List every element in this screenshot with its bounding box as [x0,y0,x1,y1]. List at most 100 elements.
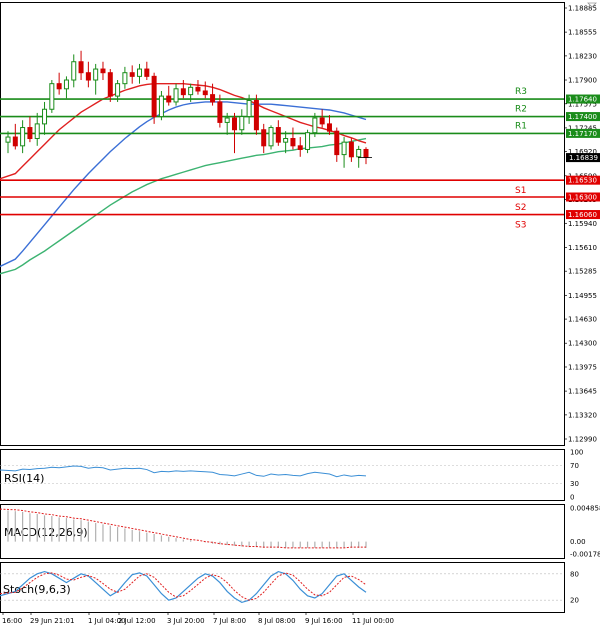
candle-body [5,136,11,143]
candle-body [224,117,230,123]
candle-body [158,95,164,118]
candle-body [78,61,84,74]
candle-body [180,88,186,96]
price-tick-label: 1.14630 [568,316,597,324]
time-tick-label: 9 Jul 16:00 [305,617,343,625]
stoch-title: Stoch(9,6,3) [3,583,71,596]
stoch-tick-label: 80 [570,570,579,578]
candle-body [275,127,281,143]
level-price-label-r2: 1.17400 [568,113,597,121]
candles [5,50,369,168]
stoch-panel: Stoch(9,6,3) 80 20 [0,570,579,605]
price-tick-label: 1.17575 [568,100,597,108]
candle-body [100,68,106,74]
level-price-box-r3 [566,94,600,104]
macd-signal-line [0,508,366,549]
price-tick-label: 1.13320 [568,411,597,419]
candle-body [173,88,179,103]
level-price-box-r2 [566,112,600,122]
level-price-box-s2 [566,192,600,202]
candle-body [356,148,362,158]
level-price-box-s3 [566,210,600,220]
ma-red-line [0,82,367,180]
macd-tick-label: 0.004858 [570,505,600,513]
candle-body [166,95,172,103]
candle-body [137,68,143,77]
time-tick-label: 11 Jul 00:00 [352,617,394,625]
current-price-label: 1.16839 [569,154,598,162]
stoch-d-line [0,572,367,601]
candle-body [334,130,340,156]
time-tick-label: 8 Jul 08:00 [258,617,296,625]
candle-body [305,132,311,150]
level-price-label-r1: 1.17170 [568,130,597,138]
price-tick-label: 1.12990 [568,436,597,444]
candle-body [210,94,216,103]
macd-tick-label: 0.00 [570,538,586,546]
level-price-box-s1 [566,175,600,185]
candle-body [12,136,18,147]
price-tick-label: 1.14300 [568,340,597,348]
rsi-tick-label: 0 [570,494,574,502]
panel-frame-3 [0,562,565,613]
time-tick-label: 7 Jul 8:00 [213,617,246,625]
candle-body [202,90,208,96]
candle-body [122,72,128,85]
stoch-k-line [0,570,367,604]
candle-body [42,108,48,125]
price-tick-label: 1.17245 [568,124,597,132]
price-tick-label: 1.14955 [568,292,597,300]
candle-body [326,123,332,132]
rsi-tick-label: 100 [570,449,583,457]
candle-body [93,68,99,81]
time-tick-label: 2 Jul 12:00 [118,617,156,625]
time-tick-label: 29 Jun 21:01 [30,617,74,625]
time-tick-label: 16:00 [2,617,22,625]
candle-body [253,99,259,131]
price-tick-label: 1.15285 [568,268,597,276]
candle-body [144,68,150,77]
current-price-marker: 1.16839 [358,153,600,163]
rsi-tick-label: 30 [570,480,579,488]
level-price-box-r1 [566,128,600,138]
candle-body [34,123,40,140]
macd-panel: MACD(12,26,9) 0.004858 0.00 -0.001788 [0,505,600,559]
candle-body [27,127,33,140]
price-tick-label: 1.18230 [568,52,597,60]
candle-body [261,129,267,147]
rsi-panel: RSI(14) 100 70 30 0 [0,449,583,502]
candle-body [195,86,201,92]
candle-body [319,117,325,125]
candle-body [188,86,194,96]
candle-body [107,72,113,97]
rsi-line [0,465,367,478]
price-tick-label: 1.13975 [568,363,597,371]
price-tick-label: 1.18555 [568,29,597,37]
price-tick-label: 1.17900 [568,77,597,85]
price-tick-label: 1.15610 [568,244,597,252]
candle-body [49,83,55,110]
level-name-r1: R1 [515,121,527,131]
price-tick-label: 1.15940 [568,220,597,228]
candle-body [283,138,289,143]
candle-body [20,127,26,147]
level-name-r2: R2 [515,105,527,115]
price-axis: 1.18885 1.18555 1.18230 1.17900 1.17575 1.172… [564,5,597,444]
candle-body [231,117,237,131]
level-name-s1: S1 [515,186,526,196]
level-name-s2: S2 [515,203,526,213]
price-tick-label: 1.18885 [568,5,597,13]
candle-body [115,83,121,97]
candle-body [217,101,223,123]
candle-body [290,138,296,147]
level-price-label-s3: 1.16060 [568,211,597,219]
corner-arrow-icon [587,2,597,8]
level-name-r3: R3 [515,87,527,97]
level-price-label-s1: 1.16530 [568,177,597,185]
macd-tick-label: -0.001788 [570,551,600,559]
candle-body [268,127,274,147]
panel-frames [0,2,565,613]
candle-body [56,83,62,90]
level-price-label-s2: 1.16300 [568,193,597,201]
panel-frame-0 [0,2,565,446]
